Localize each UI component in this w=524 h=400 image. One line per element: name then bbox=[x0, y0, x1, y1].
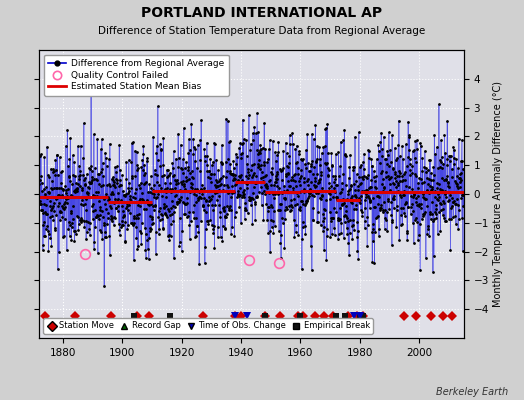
Text: Difference of Station Temperature Data from Regional Average: Difference of Station Temperature Data f… bbox=[99, 26, 425, 36]
Text: PORTLAND INTERNATIONAL AP: PORTLAND INTERNATIONAL AP bbox=[141, 6, 383, 20]
Legend: Station Move, Record Gap, Time of Obs. Change, Empirical Break: Station Move, Record Gap, Time of Obs. C… bbox=[43, 318, 373, 334]
Y-axis label: Monthly Temperature Anomaly Difference (°C): Monthly Temperature Anomaly Difference (… bbox=[493, 81, 503, 307]
Text: Berkeley Earth: Berkeley Earth bbox=[436, 387, 508, 397]
